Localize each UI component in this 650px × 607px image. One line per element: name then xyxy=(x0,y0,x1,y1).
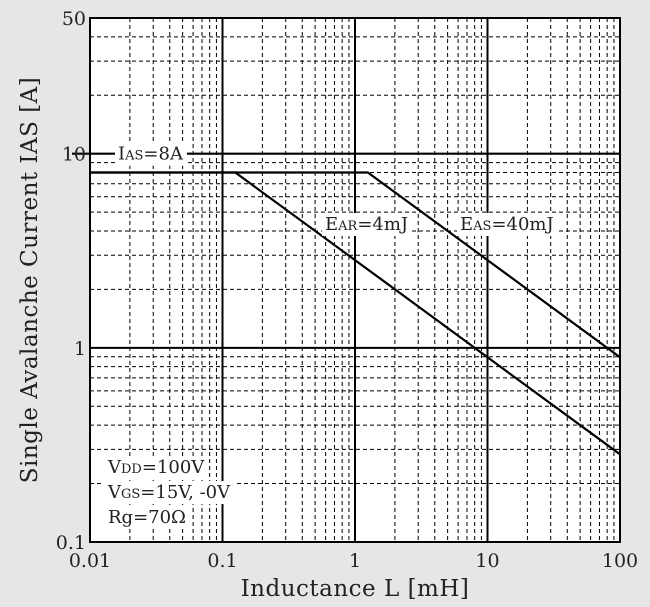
annotation-condition-bg xyxy=(104,456,209,479)
x-axis-label: Inductance L [mH] xyxy=(241,576,470,602)
series-line-eas xyxy=(90,171,621,359)
annotation-condition-bg xyxy=(104,481,235,504)
annotation-condition: VDD=100V xyxy=(107,457,205,478)
y-tick-label: 0.1 xyxy=(56,532,86,554)
y-tick-label: 10 xyxy=(62,144,86,166)
annotation-condition: Rg=70Ω xyxy=(108,507,186,528)
annotation-ias: IAS=8A xyxy=(118,144,184,165)
x-tick-label: 0.01 xyxy=(69,550,111,572)
y-tick-label: 50 xyxy=(62,8,86,30)
annotations: IAS=8A EAR=4mJ EAS=40mJ VDD=100V VGS=15V, -0… xyxy=(104,142,557,529)
annotation-condition: VGS=15V, -0V xyxy=(107,482,231,503)
y-tick-label: 1 xyxy=(74,338,86,360)
annotation-eas: EAS=40mJ xyxy=(460,214,554,235)
x-tick-label: 0.1 xyxy=(207,550,237,572)
annotation-eas-bg xyxy=(457,213,557,236)
x-tick-label: 1 xyxy=(349,550,361,572)
y-axis-label: Single Avalanche Current IAS [A] xyxy=(17,77,43,484)
series-lines xyxy=(90,171,621,456)
annotation-ias-bg xyxy=(115,142,187,166)
annotation-ear-bg xyxy=(322,213,412,236)
x-tick-label: 100 xyxy=(602,550,638,572)
annotation-ear: EAR=4mJ xyxy=(325,214,408,235)
x-tick-label: 10 xyxy=(475,550,499,572)
annotation-condition-bg xyxy=(105,506,189,529)
